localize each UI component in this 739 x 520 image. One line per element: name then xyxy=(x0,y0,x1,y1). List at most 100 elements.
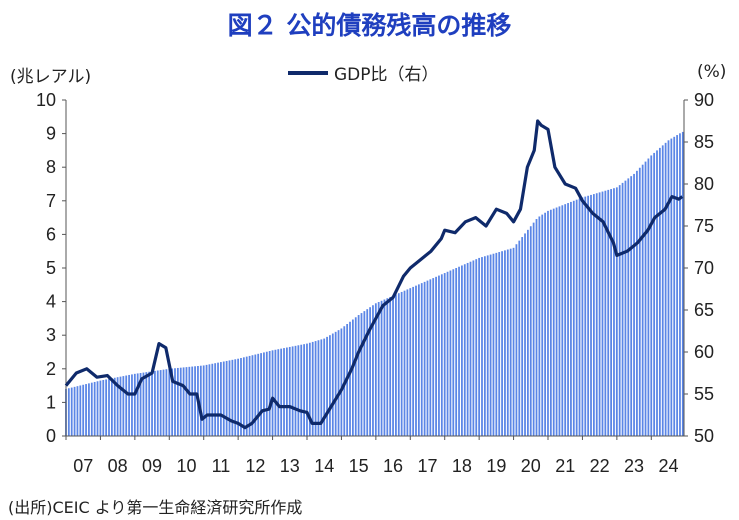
bar xyxy=(443,273,446,436)
bar xyxy=(584,196,587,436)
bar xyxy=(231,359,234,436)
left-tick-label: 8 xyxy=(46,157,56,177)
bar xyxy=(242,357,245,436)
x-tick-label: 08 xyxy=(108,456,128,476)
bar xyxy=(578,198,581,436)
bar xyxy=(99,380,102,436)
x-tick-label: 13 xyxy=(280,456,300,476)
bar xyxy=(133,373,136,436)
bar xyxy=(237,358,240,436)
bar xyxy=(349,321,351,436)
gdp-ratio-line xyxy=(64,119,684,430)
bar xyxy=(644,161,647,436)
bar xyxy=(329,335,331,436)
bar xyxy=(171,368,174,436)
bar xyxy=(374,303,377,436)
bar xyxy=(667,140,670,436)
bar xyxy=(483,256,486,436)
bar xyxy=(653,152,656,437)
bar xyxy=(395,294,397,436)
bar xyxy=(610,189,612,436)
x-tick-label: 09 xyxy=(142,456,162,476)
bar xyxy=(670,138,673,436)
bar xyxy=(380,300,383,436)
bar xyxy=(506,249,509,436)
bar xyxy=(268,351,271,436)
bar xyxy=(217,362,219,436)
bar xyxy=(498,252,501,436)
bar xyxy=(535,219,538,436)
bar xyxy=(386,298,389,436)
bar xyxy=(615,187,618,436)
left-tick-label: 1 xyxy=(46,392,56,412)
bar xyxy=(340,328,343,436)
bar xyxy=(440,274,443,436)
bar xyxy=(354,317,357,436)
legend-line-swatch xyxy=(288,70,328,75)
bar xyxy=(317,340,320,436)
bar xyxy=(128,374,130,436)
x-tick-label: 12 xyxy=(245,456,265,476)
x-tick-label: 14 xyxy=(314,456,334,476)
bar xyxy=(420,283,423,436)
bar xyxy=(314,341,317,436)
bar xyxy=(113,377,116,436)
right-tick-label: 55 xyxy=(694,384,714,404)
bar xyxy=(70,387,73,436)
bar xyxy=(478,257,481,436)
right-tick-label: 50 xyxy=(694,426,714,446)
bar xyxy=(139,373,142,436)
bar xyxy=(102,380,105,436)
bar xyxy=(630,176,633,436)
bar xyxy=(326,336,328,436)
bar xyxy=(383,299,386,436)
bar xyxy=(547,210,549,436)
right-tick-label: 65 xyxy=(694,300,714,320)
right-tick-label: 70 xyxy=(694,258,714,278)
bar xyxy=(661,145,664,437)
bar xyxy=(673,136,676,436)
bar xyxy=(527,229,529,436)
bar xyxy=(624,180,627,436)
bar xyxy=(587,195,590,436)
bar xyxy=(286,347,288,436)
bar xyxy=(283,348,285,436)
bar xyxy=(151,371,153,436)
bar xyxy=(366,309,369,436)
bar xyxy=(486,255,489,436)
bar xyxy=(225,360,228,436)
bar xyxy=(681,131,684,437)
bar xyxy=(320,339,323,436)
bar xyxy=(529,226,532,436)
bar xyxy=(228,360,231,436)
bar xyxy=(567,203,569,436)
x-tick-label: 10 xyxy=(176,456,196,476)
bar xyxy=(417,284,420,436)
bar xyxy=(288,346,291,436)
bar xyxy=(179,367,182,436)
bar xyxy=(369,307,371,436)
bar xyxy=(518,240,521,436)
left-tick-label: 5 xyxy=(46,258,56,278)
bar xyxy=(220,362,222,436)
bar xyxy=(406,289,409,436)
bar xyxy=(397,293,400,436)
bar xyxy=(489,254,492,436)
right-tick-label: 60 xyxy=(694,342,714,362)
bar xyxy=(512,247,515,436)
bar xyxy=(148,371,151,436)
bar xyxy=(73,386,76,436)
bar xyxy=(532,222,535,436)
bar xyxy=(544,212,546,436)
x-tick-label: 17 xyxy=(417,456,437,476)
bar xyxy=(607,189,610,436)
bar xyxy=(254,354,257,436)
legend: GDP比（右） xyxy=(288,60,439,85)
bar xyxy=(463,264,466,436)
bar xyxy=(389,296,392,436)
bar xyxy=(469,261,472,436)
bar xyxy=(211,363,214,436)
bar xyxy=(331,333,334,436)
bar xyxy=(592,194,595,436)
